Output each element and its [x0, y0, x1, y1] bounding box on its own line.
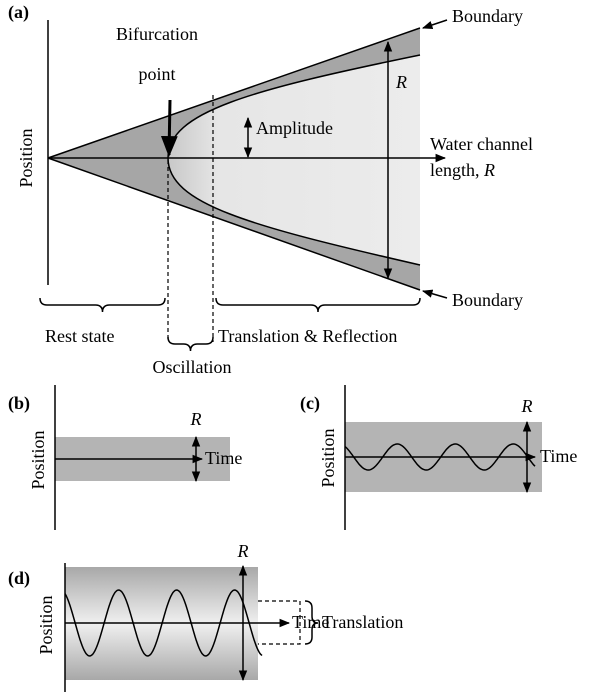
translation-bracket	[258, 600, 301, 645]
bifurcation-arrow	[160, 99, 178, 158]
panel-label: (c)	[300, 393, 320, 414]
panel-a: (a) Position Bifurcation point Amplitude…	[8, 2, 533, 377]
y-label: Position	[318, 428, 338, 487]
x-label: Time	[540, 446, 577, 466]
boundary-label: Boundary	[452, 6, 523, 26]
bifurcation-curve	[167, 54, 421, 266]
range-label: R	[395, 72, 407, 92]
y-label: Position	[28, 430, 48, 489]
range-label: R	[190, 409, 202, 429]
x-label: Water channel	[430, 134, 533, 154]
boundary-lines	[47, 27, 421, 291]
boundary-label: Boundary	[452, 290, 523, 310]
regime-label: Oscillation	[153, 357, 232, 377]
panel-label: (a)	[8, 2, 29, 23]
regime-braces	[39, 297, 421, 352]
translation-region	[168, 55, 420, 265]
y-label: Position	[16, 128, 36, 187]
panel-label: (d)	[8, 568, 30, 589]
x-label: Time	[205, 448, 242, 468]
boundary-pointer	[421, 289, 448, 299]
translation-wave	[64, 589, 263, 657]
range-label: R	[521, 396, 533, 416]
x-label: length, R	[430, 160, 495, 180]
panel-d: (d) Position Time R Translation	[8, 541, 403, 692]
x-label: Time	[292, 612, 329, 632]
boundary-pointer	[422, 19, 448, 29]
panel-label: (b)	[8, 393, 30, 414]
regime-label: Rest state	[45, 326, 115, 346]
translation-brace	[304, 600, 319, 645]
bracket-label: Translation	[322, 612, 403, 632]
bifurcation-label: point	[138, 64, 175, 84]
regime-label: Translation & Reflection	[218, 326, 397, 346]
oscillation-wave	[344, 443, 536, 471]
panel-c: (c) Position Time R	[300, 385, 577, 530]
amplitude-label: Amplitude	[256, 118, 333, 138]
y-label: Position	[36, 595, 56, 654]
bifurcation-label: Bifurcation	[116, 24, 198, 44]
range-label: R	[237, 541, 249, 561]
panel-b: (b) Position Time R	[8, 385, 242, 530]
